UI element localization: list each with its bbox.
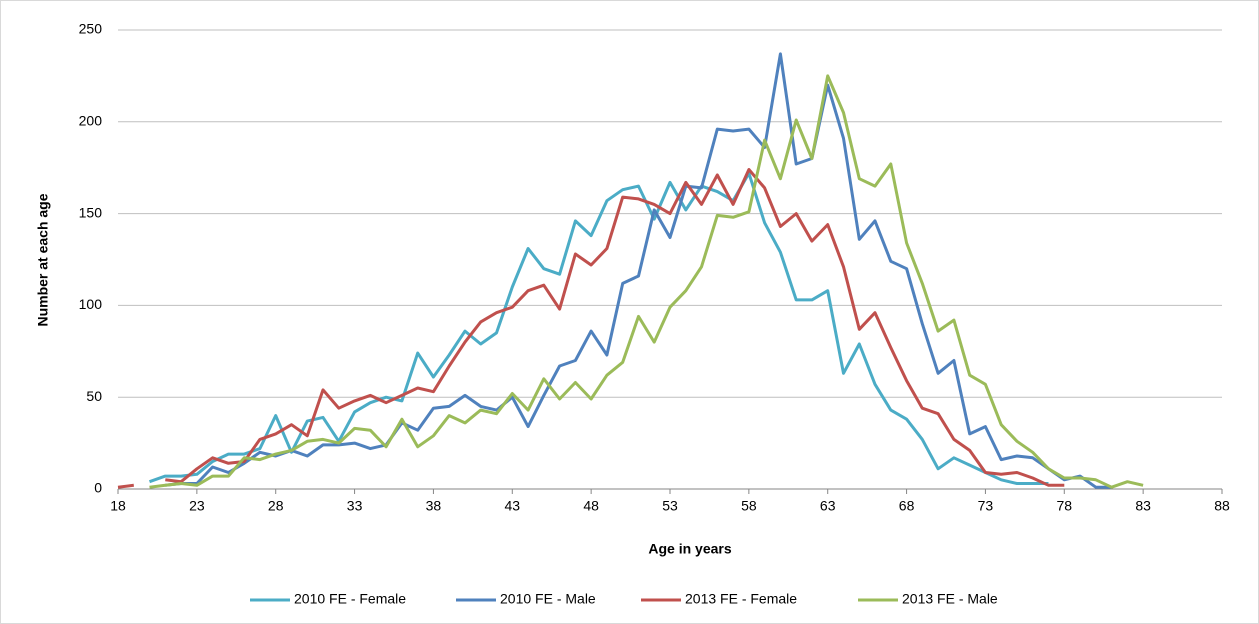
x-tick-label: 43 <box>504 498 520 514</box>
series-line <box>117 168 1065 489</box>
legend-label: 2010 FE - Female <box>294 591 406 607</box>
y-tick-label: 100 <box>79 296 103 312</box>
x-tick-label: 83 <box>1135 498 1151 514</box>
y-tick-label: 200 <box>79 113 103 129</box>
legend-label: 2010 FE - Male <box>500 591 596 607</box>
x-tick-label: 28 <box>268 498 284 514</box>
legend-label: 2013 FE - Female <box>685 591 797 607</box>
x-tick-label: 63 <box>820 498 836 514</box>
series-line <box>149 74 1144 489</box>
y-tick-label: 0 <box>94 480 102 496</box>
legend-label: 2013 FE - Male <box>902 591 998 607</box>
y-axis-title: Number at each age <box>35 193 51 326</box>
x-tick-label: 53 <box>662 498 678 514</box>
y-tick-label: 150 <box>79 204 103 220</box>
x-tick-label: 88 <box>1214 498 1230 514</box>
y-tick-label: 50 <box>86 388 102 404</box>
x-tick-label: 68 <box>899 498 915 514</box>
x-tick-label: 18 <box>110 498 126 514</box>
x-tick-label: 33 <box>347 498 363 514</box>
series-line <box>165 52 1112 489</box>
x-tick-label: 23 <box>189 498 205 514</box>
y-tick-label: 250 <box>79 21 103 37</box>
x-tick-label: 38 <box>426 498 442 514</box>
x-tick-label: 73 <box>978 498 994 514</box>
x-axis-title: Age in years <box>648 541 731 557</box>
series-line <box>148 171 1049 485</box>
x-tick-label: 58 <box>741 498 757 514</box>
x-tick-label: 48 <box>583 498 599 514</box>
x-tick-label: 78 <box>1056 498 1072 514</box>
